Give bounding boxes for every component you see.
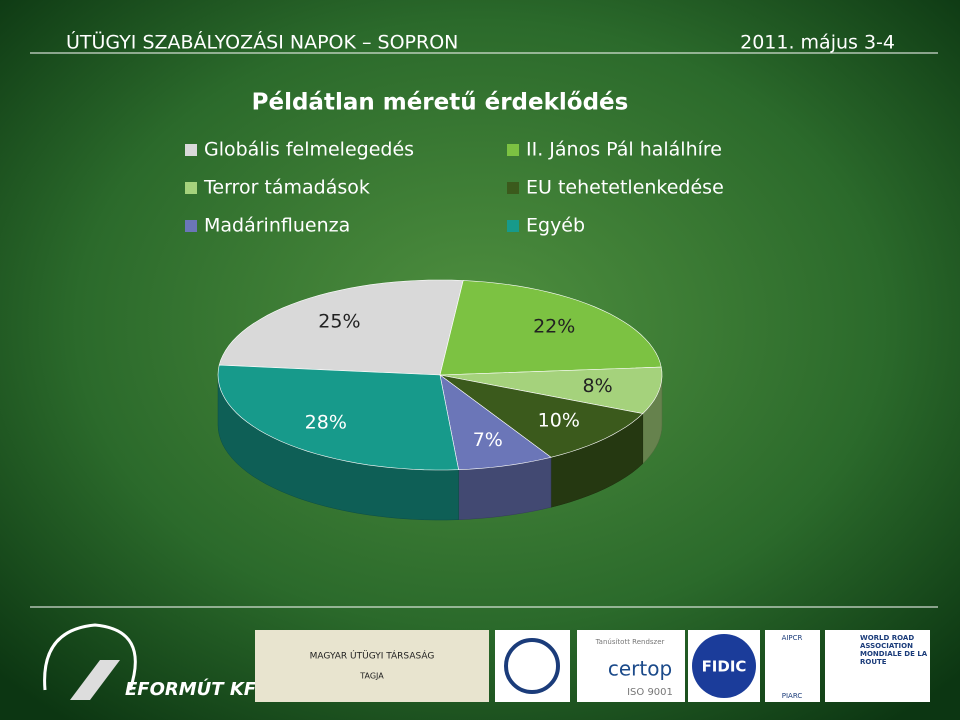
logo-box: [825, 630, 930, 702]
logo-text: FIDIC: [702, 658, 747, 676]
logo-road: [70, 660, 120, 700]
legend-label: II. János Pál halálhíre: [526, 139, 722, 161]
data-label: 25%: [318, 310, 360, 332]
logo-wrap: WORLD ROAD ASSOCIATION MONDIALE DE LA RO…: [860, 634, 928, 666]
legend-swatch: [185, 182, 197, 194]
legend-swatch: [507, 220, 519, 232]
header-title: ÚTÜGYI SZABÁLYOZÁSI NAPOK – SOPRON: [66, 30, 458, 54]
pie-slice: [439, 374, 552, 471]
logo-circle: [504, 638, 560, 694]
logo-text: MAGYAR ÚTÜGYI TÁRSASÁG: [310, 650, 435, 662]
pie-slice: [439, 366, 663, 414]
data-label: 7%: [473, 429, 503, 451]
logo-arc: [43, 623, 137, 691]
pie-slice: [217, 364, 459, 471]
header-date: 2011. május 3-4: [740, 32, 895, 54]
data-label: 10%: [538, 409, 580, 431]
pie-slice: [439, 280, 662, 376]
chart-title: Példátlan méretű érdeklődés: [252, 90, 629, 116]
logo-text: WORLD ROAD ASSOCIATION MONDIALE DE LA RO…: [860, 634, 928, 666]
legend-swatch: [507, 144, 519, 156]
logo-text: certop: [608, 657, 672, 681]
company-name: EFORMÚT KFT.: [125, 678, 272, 700]
logo-box: [255, 630, 489, 702]
pie-slice: [218, 279, 464, 376]
logo-text: Tanúsított Rendszer: [595, 638, 665, 646]
legend-label: Terror támadások: [203, 177, 370, 199]
legend-swatch: [507, 182, 519, 194]
legend-label: Madárinfluenza: [204, 215, 350, 237]
legend-label: EU tehetetlenkedése: [526, 177, 724, 199]
logo-box: [577, 630, 685, 702]
data-label: 22%: [533, 316, 575, 338]
legend-swatch: [185, 144, 197, 156]
logo-globe: [692, 634, 756, 698]
logo-text: ISO 9001: [627, 687, 673, 698]
logo-text: TAGJA: [359, 672, 384, 681]
footer-logos: EFORMÚT KFT. MAGYAR ÚTÜGYI TÁRSASÁG TAGJ…: [43, 623, 930, 702]
legend-swatch: [185, 220, 197, 232]
logo-box: [765, 630, 820, 702]
legend-label: Egyéb: [526, 215, 585, 237]
data-label: 28%: [305, 411, 347, 433]
pie-slice: [439, 374, 644, 458]
data-label: 8%: [583, 375, 613, 397]
logo-text: PIARC: [782, 692, 803, 700]
logo-text: AIPCR: [782, 634, 803, 642]
legend-label: Globális felmelegedés: [204, 139, 414, 161]
